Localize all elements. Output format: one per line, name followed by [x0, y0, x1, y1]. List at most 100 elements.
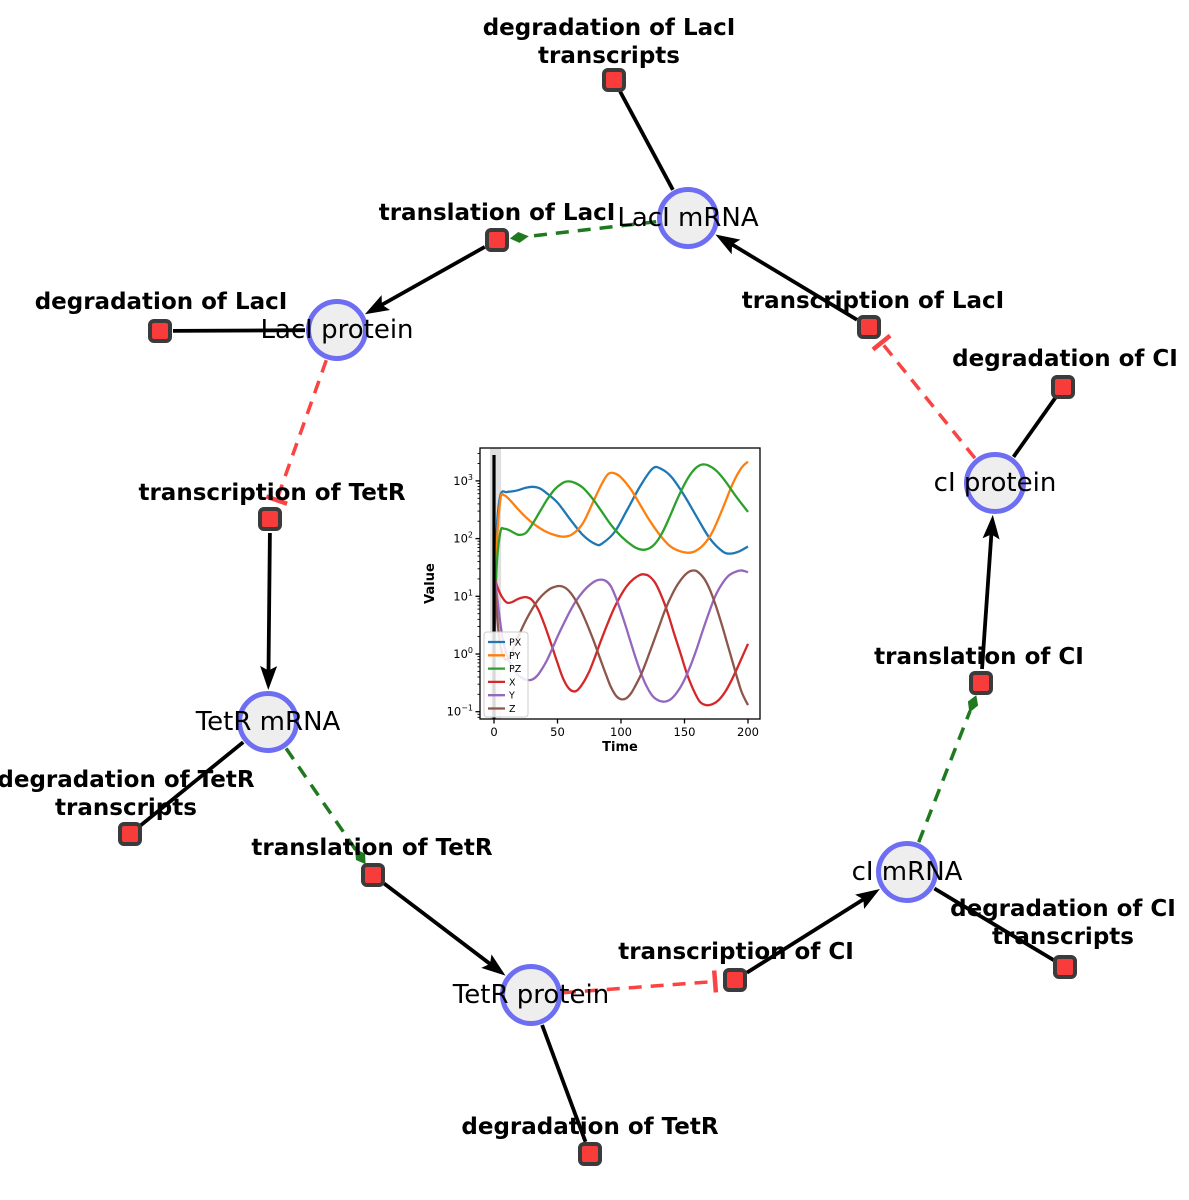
- edge-tetr-mrna-deg-tetr-transcripts: [138, 740, 245, 828]
- x-tick-label: 150: [674, 725, 696, 739]
- chart-series-PY: [492, 460, 749, 655]
- reaction-label-line: translation of LacI: [378, 200, 616, 226]
- y-axis-label: Value: [423, 563, 438, 604]
- reaction-label-line: degradation of CI: [950, 896, 1176, 922]
- x-tick-label: 200: [737, 725, 759, 739]
- edge-transcription-ci-ci-mrna: [745, 897, 865, 975]
- edge-ci-protein-transcription-laci: [880, 341, 977, 460]
- species-label-laci-protein: LacI protein: [260, 315, 414, 345]
- species-node-tetr-protein[interactable]: [500, 964, 562, 1026]
- edge-laci-protein-transcription-tetr: [275, 359, 328, 501]
- edge-ci-mrna-deg-ci-transcripts: [933, 886, 1055, 962]
- x-tick-label: 100: [610, 725, 632, 739]
- reaction-label-line: transcription of TetR: [138, 480, 406, 506]
- reaction-label-deg-ci-transcripts: degradation of CI transcripts: [950, 895, 1176, 951]
- reaction-label-translation-tetr: translation of TetR: [251, 834, 492, 862]
- reaction-label-line: degradation of TetR: [0, 767, 255, 793]
- species-label-ci-mrna: cI mRNA: [851, 857, 963, 887]
- edge-tetr-protein-deg-tetr: [540, 1024, 588, 1143]
- reaction-label-line: transcription of CI: [618, 939, 854, 965]
- legend-label-PY: PY: [509, 651, 521, 662]
- edge-laci-mrna-translation-laci-diamond: [509, 232, 529, 243]
- species-label-laci-mrna: LacI mRNA: [617, 203, 759, 233]
- edge-translation-tetr-tetr-protein-arrowhead: [481, 954, 506, 976]
- edge-laci-protein-transcription-tetr-tbar: [265, 494, 288, 506]
- reaction-node-transcription-laci[interactable]: [857, 315, 881, 339]
- species-node-tetr-mrna[interactable]: [237, 691, 299, 753]
- reaction-label-deg-laci-transcripts: degradation of LacI transcripts: [483, 14, 736, 70]
- edge-transcription-tetr-tetr-mrna-arrowhead: [260, 665, 278, 690]
- species-node-ci-protein[interactable]: [964, 452, 1026, 514]
- reaction-label-transcription-laci: transcription of LacI: [742, 287, 1005, 315]
- x-axis-label: Time: [602, 740, 638, 755]
- reaction-label-line: transcripts: [992, 924, 1134, 950]
- edge-tetr-mrna-translation-tetr-diamond: [354, 848, 366, 865]
- legend-label-Z: Z: [509, 704, 516, 715]
- reaction-node-deg-ci-transcripts[interactable]: [1053, 955, 1077, 979]
- reaction-label-deg-tetr: degradation of TetR: [461, 1113, 718, 1141]
- species-label-ci-protein: cI protein: [933, 468, 1057, 498]
- edge-ci-mrna-translation-ci-diamond: [967, 695, 979, 713]
- reaction-node-deg-laci-transcripts[interactable]: [602, 68, 626, 92]
- reaction-label-translation-ci: translation of CI: [874, 643, 1084, 671]
- plot-background: [422, 436, 782, 771]
- species-node-laci-protein[interactable]: [306, 299, 368, 361]
- edge-ci-mrna-translation-ci: [917, 710, 972, 843]
- reaction-label-line: degradation of LacI: [34, 289, 288, 315]
- edge-translation-laci-laci-protein: [380, 245, 486, 307]
- reaction-label-deg-ci: degradation of CI: [952, 345, 1178, 373]
- edge-translation-laci-laci-protein-arrowhead: [364, 295, 390, 315]
- reaction-node-deg-ci[interactable]: [1051, 375, 1075, 399]
- reaction-node-transcription-ci[interactable]: [723, 968, 747, 992]
- legend-label-Y: Y: [508, 691, 515, 702]
- reaction-label-line: degradation of LacI: [482, 15, 736, 41]
- reaction-node-deg-laci[interactable]: [148, 319, 172, 343]
- reaction-label-line: translation of CI: [874, 644, 1084, 670]
- species-node-ci-mrna[interactable]: [876, 841, 938, 903]
- chart-series-PZ: [492, 463, 749, 655]
- reaction-node-deg-tetr-transcripts[interactable]: [118, 822, 142, 846]
- species-label-tetr-mrna: TetR mRNA: [195, 707, 341, 737]
- x-tick-label: 0: [490, 725, 497, 739]
- reaction-label-line: degradation of CI: [952, 346, 1178, 372]
- reaction-node-translation-ci[interactable]: [969, 671, 993, 695]
- reaction-label-line: transcripts: [538, 43, 680, 69]
- legend-label-PX: PX: [509, 638, 522, 649]
- edge-translation-tetr-tetr-protein: [382, 881, 492, 966]
- plot-frame: [479, 447, 761, 720]
- chart-series-PX: [492, 465, 749, 637]
- reaction-node-deg-tetr[interactable]: [578, 1142, 602, 1166]
- species-node-laci-mrna[interactable]: [657, 187, 719, 249]
- reaction-label-deg-tetr-transcripts: degradation of TetR transcripts: [0, 766, 255, 822]
- reaction-label-translation-laci: translation of LacI: [379, 199, 616, 227]
- species-label-tetr-protein: TetR protein: [452, 980, 610, 1010]
- reaction-label-line: transcripts: [55, 795, 197, 821]
- edge-tetr-protein-transcription-ci-tbar: [711, 970, 719, 993]
- reaction-label-deg-laci: degradation of LacI: [35, 288, 288, 316]
- reaction-node-translation-tetr[interactable]: [361, 863, 385, 887]
- edge-tetr-protein-transcription-ci: [562, 979, 716, 995]
- edge-translation-ci-ci-protein-arrowhead: [982, 514, 1000, 540]
- reaction-label-line: degradation of TetR: [461, 1114, 719, 1140]
- legend-label-PZ: PZ: [509, 664, 522, 675]
- reaction-label-line: transcription of LacI: [741, 288, 1005, 314]
- edge-translation-ci-ci-protein: [980, 533, 994, 670]
- legend-label-X: X: [509, 677, 516, 688]
- edge-transcription-ci-ci-mrna-arrowhead: [855, 889, 880, 909]
- edge-laci-protein-deg-laci: [172, 328, 306, 333]
- reaction-label-line: translation of TetR: [251, 835, 493, 861]
- reaction-label-transcription-tetr: transcription of TetR: [138, 479, 405, 507]
- x-tick-label: 50: [550, 725, 565, 739]
- edge-transcription-laci-laci-mrna: [730, 242, 858, 322]
- reaction-node-translation-laci[interactable]: [485, 228, 509, 252]
- edge-laci-mrna-deg-laci-transcripts: [618, 90, 675, 191]
- edge-transcription-tetr-tetr-mrna: [266, 532, 272, 672]
- edge-transcription-laci-laci-mrna-arrowhead: [715, 234, 741, 255]
- edge-ci-protein-deg-ci: [1011, 396, 1058, 458]
- reaction-node-transcription-tetr[interactable]: [258, 507, 282, 531]
- reaction-label-transcription-ci: transcription of CI: [618, 938, 854, 966]
